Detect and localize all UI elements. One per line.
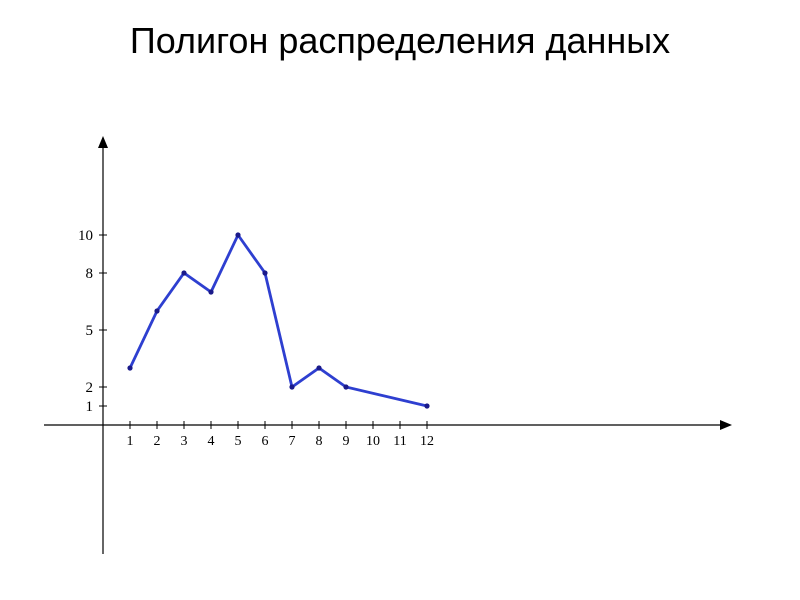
svg-text:1: 1 bbox=[127, 434, 134, 449]
svg-text:10: 10 bbox=[366, 434, 380, 449]
svg-text:10: 10 bbox=[78, 228, 93, 244]
svg-text:2: 2 bbox=[154, 434, 161, 449]
chart-svg: 123456789101112125810 bbox=[38, 130, 738, 560]
frequency-polygon-chart: 123456789101112125810 bbox=[38, 130, 738, 560]
svg-text:11: 11 bbox=[393, 434, 406, 449]
svg-text:5: 5 bbox=[86, 323, 94, 339]
svg-text:8: 8 bbox=[316, 434, 323, 449]
svg-text:1: 1 bbox=[86, 399, 94, 415]
svg-text:6: 6 bbox=[262, 434, 269, 449]
svg-text:8: 8 bbox=[86, 266, 94, 282]
svg-text:3: 3 bbox=[181, 434, 188, 449]
page-title: Полигон распределения данных bbox=[0, 20, 800, 62]
svg-text:7: 7 bbox=[289, 434, 296, 449]
svg-text:9: 9 bbox=[343, 434, 350, 449]
svg-text:12: 12 bbox=[420, 434, 434, 449]
svg-text:5: 5 bbox=[235, 434, 242, 449]
svg-text:4: 4 bbox=[208, 434, 215, 449]
svg-text:2: 2 bbox=[86, 380, 94, 396]
